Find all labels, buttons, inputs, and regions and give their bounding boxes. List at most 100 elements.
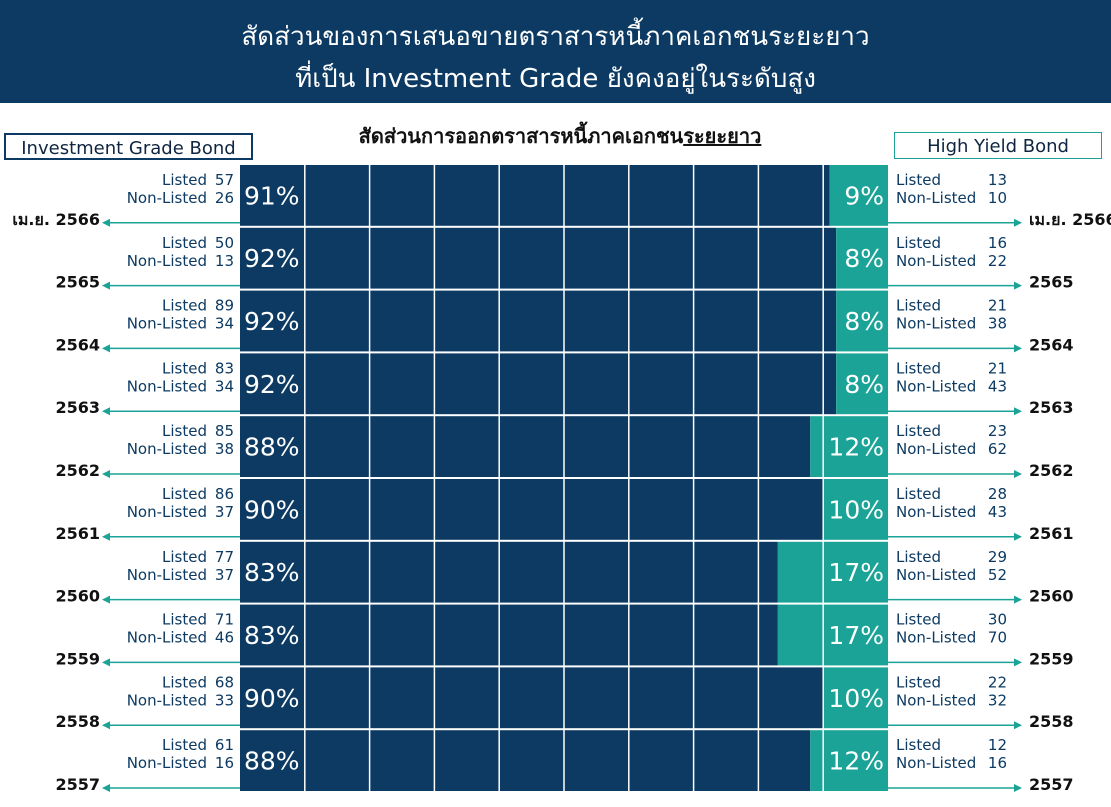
bar-label-investment-grade: 90% xyxy=(244,684,300,713)
category-label-left: 2559 xyxy=(55,649,100,668)
bar-label-investment-grade: 83% xyxy=(244,558,300,587)
category-label-left: 2560 xyxy=(55,587,100,606)
bar-investment-grade xyxy=(240,604,778,666)
left-arrow-head xyxy=(102,721,110,730)
hy-listed-value: 22 xyxy=(988,673,1007,691)
bar-investment-grade xyxy=(240,165,830,226)
bar-label-high-yield: 10% xyxy=(828,495,884,524)
hy-non-listed-value: 43 xyxy=(988,377,1007,395)
bar-label-high-yield: 8% xyxy=(844,307,884,336)
hy-listed-label: Listed xyxy=(896,673,941,691)
bar-high-yield xyxy=(836,353,888,415)
hy-non-listed-value: 22 xyxy=(988,252,1007,270)
hy-listed-label: Listed xyxy=(896,234,941,252)
chart-subtitle-underlined: ระยะยาว xyxy=(683,124,762,148)
bar-label-high-yield: 8% xyxy=(844,370,884,399)
ig-non-listed-value: 37 xyxy=(215,566,234,584)
left-arrow-head xyxy=(102,595,110,604)
bar-label-high-yield: 10% xyxy=(828,684,884,713)
right-arrow-head xyxy=(1014,595,1022,604)
ig-listed-label: Listed xyxy=(162,485,207,503)
bar-high-yield xyxy=(836,290,888,352)
hy-listed-value: 23 xyxy=(988,422,1007,440)
hy-listed-value: 29 xyxy=(988,548,1007,566)
ig-listed-value: 86 xyxy=(215,485,234,503)
right-arrow-head xyxy=(1014,407,1022,416)
bar-label-investment-grade: 91% xyxy=(244,181,300,210)
hy-listed-label: Listed xyxy=(896,485,941,503)
hy-non-listed-value: 32 xyxy=(988,691,1007,709)
hy-listed-value: 13 xyxy=(988,171,1007,189)
category-label-right: 2558 xyxy=(1029,712,1074,731)
hy-non-listed-value: 43 xyxy=(988,503,1007,521)
legend-investment-grade: Investment Grade Bond xyxy=(4,133,253,160)
hy-non-listed-value: 70 xyxy=(988,629,1007,647)
category-label-left: 2562 xyxy=(55,461,100,480)
hy-non-listed-value: 62 xyxy=(988,440,1007,458)
right-arrow-head xyxy=(1014,658,1022,667)
left-arrow-head xyxy=(102,532,110,541)
ig-non-listed-value: 37 xyxy=(215,503,234,521)
hy-listed-label: Listed xyxy=(896,359,941,377)
bar-high-yield xyxy=(829,165,888,226)
hy-listed-value: 30 xyxy=(988,611,1007,629)
right-arrow-head xyxy=(1014,344,1022,353)
bar-investment-grade xyxy=(240,227,837,289)
hy-listed-value: 12 xyxy=(988,736,1007,754)
category-label-left: เม.ย. 2566 xyxy=(12,210,100,229)
ig-listed-label: Listed xyxy=(162,171,207,189)
bar-investment-grade xyxy=(240,667,824,729)
ig-non-listed-value: 38 xyxy=(215,440,234,458)
ig-non-listed-label: Non-Listed xyxy=(127,754,207,772)
ig-non-listed-value: 13 xyxy=(215,252,234,270)
chart-subtitle-prefix: สัดส่วนการออกตราสารหนี้ภาคเอกชน xyxy=(358,124,684,148)
left-arrow-head xyxy=(102,470,110,478)
bar-label-high-yield: 9% xyxy=(844,181,884,210)
ig-non-listed-value: 16 xyxy=(215,754,234,772)
category-label-right: 2562 xyxy=(1029,461,1074,480)
ig-listed-label: Listed xyxy=(162,422,207,440)
header-banner: สัดส่วนของการเสนอขายตราสารหนี้ภาคเอกชนระ… xyxy=(0,0,1111,103)
ig-listed-value: 85 xyxy=(215,422,234,440)
category-label-right: 2561 xyxy=(1029,524,1074,543)
bar-high-yield xyxy=(823,667,888,729)
bar-label-investment-grade: 83% xyxy=(244,621,300,650)
ig-listed-value: 89 xyxy=(215,297,234,315)
category-label-right: 2559 xyxy=(1029,649,1074,668)
bar-high-yield xyxy=(777,541,888,603)
right-arrow-head xyxy=(1014,784,1022,792)
bar-investment-grade xyxy=(240,290,837,352)
hy-listed-value: 21 xyxy=(988,297,1007,315)
ig-listed-value: 50 xyxy=(215,234,234,252)
header-title-line-2: ที่เป็น Investment Grade ยังคงอยู่ในระดั… xyxy=(295,64,816,94)
hy-non-listed-value: 52 xyxy=(988,566,1007,584)
bar-investment-grade xyxy=(240,353,837,415)
ig-non-listed-label: Non-Listed xyxy=(127,377,207,395)
bar-investment-grade xyxy=(240,541,778,603)
category-label-right: 2565 xyxy=(1029,273,1074,292)
ig-listed-value: 71 xyxy=(215,611,234,629)
bar-label-high-yield: 8% xyxy=(844,244,884,273)
category-label-right: 2563 xyxy=(1029,398,1074,417)
ig-non-listed-label: Non-Listed xyxy=(127,691,207,709)
ig-listed-value: 83 xyxy=(215,359,234,377)
right-arrow-head xyxy=(1014,470,1022,478)
ig-listed-value: 61 xyxy=(215,736,234,754)
ig-listed-label: Listed xyxy=(162,736,207,754)
bar-high-yield xyxy=(823,479,888,540)
ig-non-listed-value: 33 xyxy=(215,691,234,709)
bar-label-high-yield: 12% xyxy=(828,433,884,462)
hy-non-listed-value: 16 xyxy=(988,754,1007,772)
hy-listed-value: 21 xyxy=(988,359,1007,377)
left-arrow-head xyxy=(102,407,110,416)
bar-label-investment-grade: 88% xyxy=(244,433,300,462)
bar-label-high-yield: 17% xyxy=(828,621,884,650)
bar-high-yield xyxy=(777,604,888,666)
ig-listed-label: Listed xyxy=(162,673,207,691)
ig-non-listed-label: Non-Listed xyxy=(127,440,207,458)
hy-non-listed-label: Non-Listed xyxy=(896,754,976,772)
ig-non-listed-value: 46 xyxy=(215,629,234,647)
bar-label-high-yield: 17% xyxy=(828,558,884,587)
ig-listed-label: Listed xyxy=(162,234,207,252)
